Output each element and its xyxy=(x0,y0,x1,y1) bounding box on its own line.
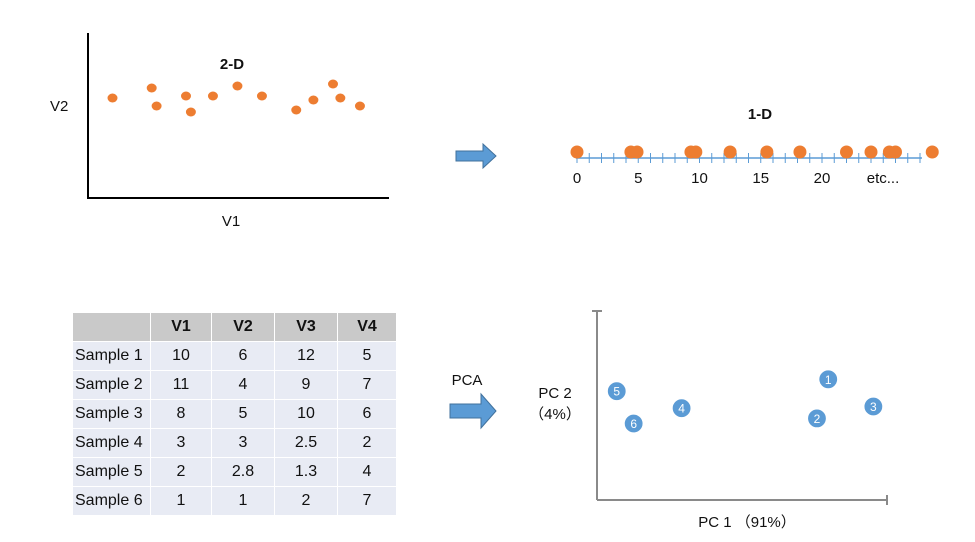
numberline-point xyxy=(630,145,644,159)
numberline-point xyxy=(689,145,703,159)
table-row-label: Sample 1 xyxy=(73,341,151,371)
transform-arrow-top xyxy=(455,142,497,170)
numberline-tick-label: 5 xyxy=(634,170,642,187)
pca-ylabel-line2: （4%） xyxy=(529,406,581,423)
table-row-label: Sample 5 xyxy=(73,457,151,487)
numberline-point xyxy=(723,145,737,159)
table-header-row: V1 V2 V3 V4 xyxy=(73,313,397,342)
pca-label: PCA xyxy=(452,372,483,389)
table-cell: 9 xyxy=(274,370,338,400)
pca-point xyxy=(818,369,839,390)
scatter-2d-point xyxy=(181,91,191,101)
table-row-label: Sample 2 xyxy=(73,370,151,400)
table-cell: 2.5 xyxy=(274,428,338,458)
pca-point xyxy=(806,408,828,429)
table-row: Sample 2 11 4 9 7 xyxy=(73,370,397,400)
table-cell: 2 xyxy=(274,486,338,516)
scatter-2d-point xyxy=(207,91,218,101)
pca-point-label: 4 xyxy=(678,402,685,416)
scatter-2d-ylabel: V2 xyxy=(50,98,68,115)
numberline-title: 1-D xyxy=(748,106,772,123)
table-row: Sample 1 10 6 12 5 xyxy=(73,341,397,371)
data-table: V1 V2 V3 V4 Sample 1 10 6 12 5 Sample 2 11 4 9 7 S… xyxy=(73,313,397,516)
table-row: Sample 4 3 3 2.5 2 xyxy=(73,428,397,458)
table-cell: 4 xyxy=(337,457,397,487)
numberline-tick-label: 10 xyxy=(691,170,708,187)
numberline-tick-label: 0 xyxy=(573,170,581,187)
table-header-cell: V4 xyxy=(337,313,397,342)
numberline-point xyxy=(760,145,774,159)
scatter-2d-title: 2-D xyxy=(220,56,244,73)
pca-arrow xyxy=(449,392,497,430)
scatter-2d-point xyxy=(308,95,319,105)
table-cell: 1.3 xyxy=(274,457,338,487)
numberline-point xyxy=(925,145,939,159)
numberline-tick-label: 15 xyxy=(752,170,769,187)
table-cell: 10 xyxy=(274,399,338,429)
table-cell: 4 xyxy=(211,370,275,400)
pca-point-label: 2 xyxy=(814,412,821,426)
pca-point-label: 5 xyxy=(613,385,620,399)
pca-point xyxy=(671,398,692,419)
numberline-point xyxy=(793,145,807,159)
table-cell: 2 xyxy=(337,428,397,458)
pca-point-label: 3 xyxy=(870,400,877,414)
scatter-2d-point xyxy=(328,79,338,89)
table-row-label: Sample 3 xyxy=(73,399,151,429)
scatter-2d-point xyxy=(291,105,302,115)
table-cell: 8 xyxy=(150,399,212,429)
numberline-point xyxy=(570,145,584,159)
scatter-2d-point xyxy=(354,101,365,111)
pca-point xyxy=(606,381,627,402)
numberline-tick-label: 20 xyxy=(814,170,831,187)
table-cell: 3 xyxy=(150,428,212,458)
numberline-1d: 1-D 0 5 10 15 20 etc... xyxy=(570,106,939,187)
scatter-2d-point xyxy=(107,93,118,103)
table-cell: 5 xyxy=(337,341,397,371)
pca-point-label: 6 xyxy=(630,417,637,431)
numberline-etc-label: etc... xyxy=(867,170,900,187)
table-row: Sample 3 8 5 10 6 xyxy=(73,399,397,429)
table-row-label: Sample 4 xyxy=(73,428,151,458)
pca-point-label: 1 xyxy=(825,373,832,387)
table-row: Sample 5 2 2.8 1.3 4 xyxy=(73,457,397,487)
table-header-cell: V1 xyxy=(150,313,212,342)
scatter-2d-point xyxy=(335,93,346,103)
table-header-cell: V2 xyxy=(211,313,275,342)
table-cell: 1 xyxy=(150,486,212,516)
numberline-point xyxy=(840,145,853,159)
table-cell: 6 xyxy=(337,399,397,429)
scatter-2d-point xyxy=(151,101,162,111)
table-cell: 6 xyxy=(211,341,275,371)
scatter-2d-point xyxy=(185,107,196,117)
table-cell: 11 xyxy=(150,370,212,400)
table-cell: 12 xyxy=(274,341,338,371)
table-header-cell: V3 xyxy=(274,313,338,342)
pca-point xyxy=(863,396,884,417)
table-header-cell xyxy=(73,313,151,342)
pca-xlabel: PC 1 （91%） xyxy=(698,514,796,531)
scatter-2d-point xyxy=(256,91,267,101)
numberline-point xyxy=(889,145,902,159)
scatter-2d-xlabel: V1 xyxy=(222,213,240,230)
table-row-label: Sample 6 xyxy=(73,486,151,516)
table-cell: 10 xyxy=(150,341,212,371)
scatter-2d: 2-D V2 V1 xyxy=(50,33,389,230)
pca-point xyxy=(623,413,644,434)
scatter-2d-point xyxy=(146,83,157,93)
table-cell: 3 xyxy=(211,428,275,458)
table-cell: 2.8 xyxy=(211,457,275,487)
table-cell: 1 xyxy=(211,486,275,516)
table-cell: 2 xyxy=(150,457,212,487)
scatter-2d-point xyxy=(232,81,243,91)
pca-ylabel-line1: PC 2 xyxy=(538,385,571,402)
numberline-point xyxy=(864,145,878,159)
table-cell: 7 xyxy=(337,370,397,400)
table-cell: 7 xyxy=(337,486,397,516)
pca-plot: PC 2 （4%） PC 1 （91%） 1 2 3 4 5 6 xyxy=(529,310,888,531)
table-cell: 5 xyxy=(211,399,275,429)
